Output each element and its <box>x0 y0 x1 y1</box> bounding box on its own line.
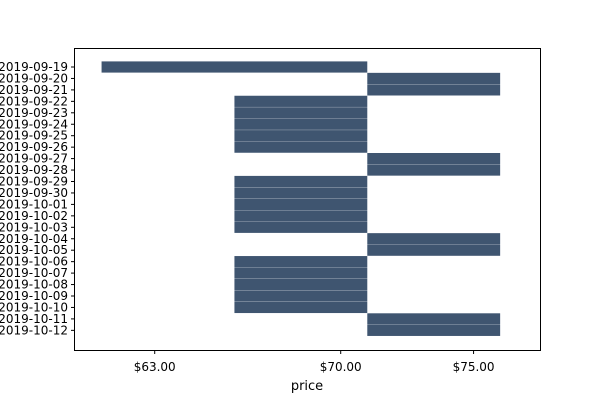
y-tick-label: 2019-09-23 <box>0 106 68 120</box>
bar-2019-09-29 <box>234 175 368 188</box>
y-tick-label: 2019-09-30 <box>0 186 68 200</box>
bar-2019-10-02 <box>234 210 368 222</box>
y-tick-label: 2019-10-03 <box>0 220 68 234</box>
bar-2019-10-12 <box>367 324 501 336</box>
x-tick-label: $70.00 <box>320 360 362 374</box>
x-tick-label: $63.00 <box>134 360 176 374</box>
bar-2019-09-20 <box>367 72 501 85</box>
y-tick-label: 2019-10-08 <box>0 278 68 292</box>
y-tick-label: 2019-10-05 <box>0 243 68 257</box>
y-tick-label: 2019-10-02 <box>0 209 68 223</box>
y-tick-label: 2019-10-10 <box>0 300 68 314</box>
bar-2019-09-30 <box>234 187 368 199</box>
y-tick-label: 2019-09-29 <box>0 175 68 189</box>
y-tick-labels: 2019-09-192019-09-202019-09-212019-09-22… <box>0 60 75 337</box>
y-tick-label: 2019-10-01 <box>0 197 68 211</box>
bar-2019-10-06 <box>234 256 368 268</box>
y-tick-label: 2019-10-04 <box>0 232 68 246</box>
y-tick-label: 2019-10-07 <box>0 266 68 280</box>
y-tick-label: 2019-09-26 <box>0 140 68 154</box>
bar-2019-09-26 <box>234 141 368 153</box>
x-tick-label: $75.00 <box>453 360 495 374</box>
bar-2019-10-07 <box>234 267 368 279</box>
bar-2019-10-09 <box>234 290 368 302</box>
plot-frame <box>74 48 541 351</box>
bar-2019-10-11 <box>367 313 501 325</box>
bar-2019-09-23 <box>234 107 368 119</box>
y-tick-label: 2019-10-12 <box>0 323 68 337</box>
bar-2019-10-03 <box>234 221 368 233</box>
y-tick-label: 2019-09-22 <box>0 94 68 108</box>
y-tick-label: 2019-09-19 <box>0 60 68 74</box>
bars-layer <box>101 61 501 336</box>
y-tick-label: 2019-09-25 <box>0 129 68 143</box>
bar-2019-10-10 <box>234 301 368 314</box>
bar-2019-09-24 <box>234 118 368 130</box>
y-tick-label: 2019-09-28 <box>0 163 68 177</box>
bar-2019-09-22 <box>234 95 368 107</box>
x-ticks: $63.00 $70.00 $75.00 <box>134 350 495 374</box>
y-tick-label: 2019-09-20 <box>0 71 68 85</box>
bar-2019-09-28 <box>367 164 501 176</box>
y-tick-label: 2019-09-24 <box>0 117 68 131</box>
y-tick-label: 2019-09-27 <box>0 152 68 166</box>
y-tick-label: 2019-09-21 <box>0 83 68 97</box>
y-tick-label: 2019-10-06 <box>0 255 68 269</box>
bar-2019-09-19 <box>101 61 368 73</box>
bar-2019-09-25 <box>234 130 368 142</box>
bar-2019-10-04 <box>367 233 501 245</box>
y-tick-label: 2019-10-11 <box>0 312 68 326</box>
bar-2019-10-01 <box>234 198 368 210</box>
bar-2019-09-21 <box>367 84 501 96</box>
x-axis-title: price <box>291 379 323 394</box>
bar-2019-09-27 <box>367 153 501 165</box>
bar-2019-10-08 <box>234 278 368 291</box>
y-tick-label: 2019-10-09 <box>0 289 68 303</box>
bar-2019-10-05 <box>367 244 501 256</box>
